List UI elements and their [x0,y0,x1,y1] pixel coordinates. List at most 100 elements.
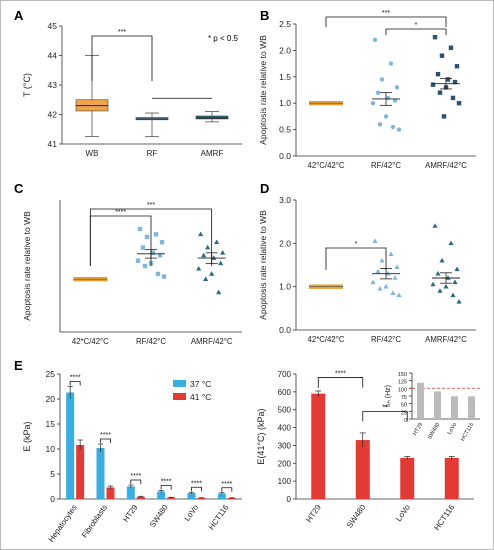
panel-a-x-tick-label: AMRF [201,149,224,158]
panel-c-data-point [201,252,207,258]
panel-b-letter: B [260,8,269,23]
panel-d-y-tick-label: 2.0 [279,238,291,248]
panel-d-data-point [385,270,391,276]
panel-d-y-tick-label: 0.0 [279,325,291,335]
panel-b-data-point [450,95,456,101]
panel-e-left-legend-swatch [173,380,186,387]
panel-b-significance-label: * [415,22,418,29]
panel-b-y-axis-label: Apoptosis rate relative to WB [258,35,268,145]
panel-e-right-significance-bracket [317,377,364,388]
panel-d-data-point [372,238,378,243]
panel-d-data-point [370,279,376,285]
panel-e-inset-y-axis-label: fₜₕ (Hz) [385,385,392,407]
panel-e-left-bar [187,493,196,499]
panel-e-left-y-tick-label: 10 [46,444,56,454]
panel-e-left-bar [157,491,166,499]
panel-a-x-tick-label: WB [86,149,99,158]
panel-e-inset-bar [468,396,475,419]
panel-c-data-point [135,258,141,263]
panel-c-data-point [214,239,220,245]
panel-a-significance-label: *** [118,29,126,36]
panel-e-left-y-tick-label: 25 [46,369,56,379]
panel-e-left-bar [76,445,85,499]
panel-c-x-tick-label: RF/42°C [136,337,166,346]
panel-e-inset-y-tick-label: 125 [398,380,407,386]
panel-e-left-significance-label: **** [161,479,172,486]
panel-e-inset-bar [451,396,458,419]
panel-e-left-significance-bracket [221,487,233,492]
panel-c-significance-label: *** [147,202,155,209]
panel-d-data-point [396,292,402,298]
panel-e-left-y-tick-label: 5 [50,469,55,479]
panel-b-data-point [377,122,383,127]
panel-d-data-point [445,275,451,280]
panel-c-data-point [137,226,143,232]
panel-c-data-point [216,289,222,295]
panel-e-right-y-tick-label: 300 [278,441,292,450]
panel-d-data-point [439,257,445,263]
panel-d-significance-label: * [355,241,358,248]
panel-b-data-point [379,77,385,82]
panel-a-y-tick-label: 42 [48,110,58,120]
panel-b-significance-bracket [325,16,447,27]
panel-b-data-point [432,35,438,40]
panel-e-left-significance-label: **** [221,481,232,488]
panel-c-data-point [155,271,161,277]
panel-e-right-y-tick-label: 200 [278,459,292,468]
panel-d-data-point [379,257,385,263]
panel-d-data-point [383,283,389,289]
panel-d-scatter: 0.0 1.0 2.0 3.0 Apoptosis rate relative to W… [258,195,476,344]
panel-e-inset-y-tick-label: 100 [398,387,407,393]
panel-b-y-tick-label: 0.5 [279,125,291,135]
panel-c-significance-label: **** [115,209,126,216]
panel-e-left-significance-label: **** [130,473,141,480]
panel-b-x-tick-label: 42°C/42°C [307,161,344,170]
panel-e-inset-y-tick-label: 50 [401,403,407,409]
panel-b-data-point [437,90,443,95]
panel-e-right-y-tick-label: 600 [278,388,292,397]
panel-e-left-y-tick-label: 0 [50,494,55,504]
panel-b-x-tick-label: RF/42°C [371,161,401,170]
panel-b-data-point [370,101,376,106]
panel-c-data-point [196,265,202,271]
panel-e-left-significance-bracket [100,438,111,443]
panel-d-data-point [452,279,458,285]
panel-d-y-axis-label: Apoptosis rate relative to WB [258,210,268,320]
panel-b-data-point [392,98,398,103]
panel-b-data-point [448,45,454,50]
panel-b-data-point [385,95,391,101]
panel-c-data-point [144,234,150,240]
panel-b-data-point [396,127,402,132]
panel-c-x-tick-label: 42*C/42°C [72,337,109,346]
panel-d-significance-bracket [325,247,387,270]
panel-a-boxplot: 41 42 43 44 45 T (°C) WB RF AMRF *** [22,21,242,158]
panel-a-x-tick-label: RF [147,149,158,158]
panel-e-right-significance-label: ** [382,405,388,412]
panel-d-data-point [450,292,456,298]
panel-c-data-point [203,276,209,281]
panel-a-y-tick-label: 41 [48,139,58,149]
panel-d-data-point [392,275,398,280]
panel-d-data-point [435,270,441,276]
panel-d-data-point [454,266,460,272]
panel-a-y-tick-label: 43 [48,80,58,90]
panel-e-inset-y-tick-label: 75 [401,395,407,401]
panel-e-inset-y-tick-label: 0 [404,418,407,424]
panel-e-left-significance-label: **** [100,432,111,439]
panel-e-left-significance-bracket [69,381,81,386]
panel-b-significance-label: *** [382,10,390,17]
panel-a-significance-bracket [91,35,153,81]
panel-e-inset-x-tick-label: LoVo [447,422,458,436]
panel-d-data-point [377,286,383,291]
panel-e-right-bar [400,457,415,499]
panel-b-data-point [454,64,460,69]
panel-e-inset-bar [417,382,424,419]
panel-e-inset-bar [434,391,441,419]
panel-a-letter: A [14,8,24,23]
panel-c-x-tick-label: AMRF/42°C [191,337,233,346]
panel-d-data-point [375,268,381,274]
panel-c-data-point [218,260,224,266]
panel-e-right-y-tick-label: 0 [287,495,292,504]
panel-e-inset-y-tick-label: 150 [398,372,407,378]
panel-a-p-note: * p < 0.5 [208,34,239,43]
